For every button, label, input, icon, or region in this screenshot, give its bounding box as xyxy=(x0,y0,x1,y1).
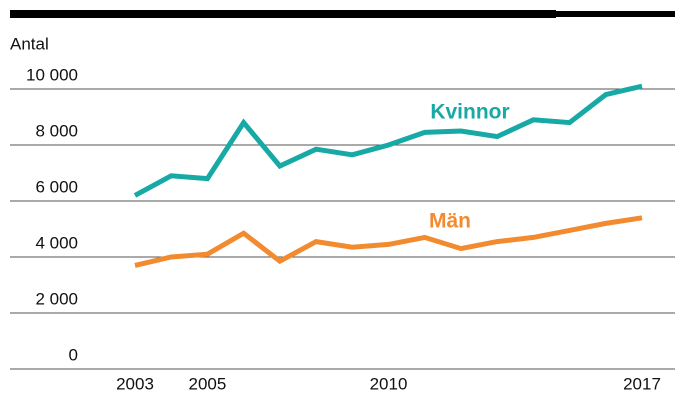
series-label: Män xyxy=(429,210,471,233)
y-tick-label: 0 xyxy=(69,345,78,364)
series-line xyxy=(134,215,643,268)
y-axis-label: Antal xyxy=(10,34,49,53)
y-tick-label: 2 000 xyxy=(35,289,78,308)
top-bar xyxy=(10,10,556,18)
x-tick-label: 2017 xyxy=(623,374,661,393)
series-label: Kvinnor xyxy=(430,101,509,124)
y-tick-label: 8 000 xyxy=(35,121,78,140)
x-tick-label: 2005 xyxy=(189,374,227,393)
x-tick-label: 2003 xyxy=(116,374,154,393)
y-tick-label: 4 000 xyxy=(35,233,78,252)
series-line xyxy=(133,83,643,198)
x-tick-label: 2010 xyxy=(370,374,408,393)
y-tick-label: 6 000 xyxy=(35,177,78,196)
top-bar xyxy=(556,11,675,17)
y-tick-label: 10 000 xyxy=(26,65,78,84)
